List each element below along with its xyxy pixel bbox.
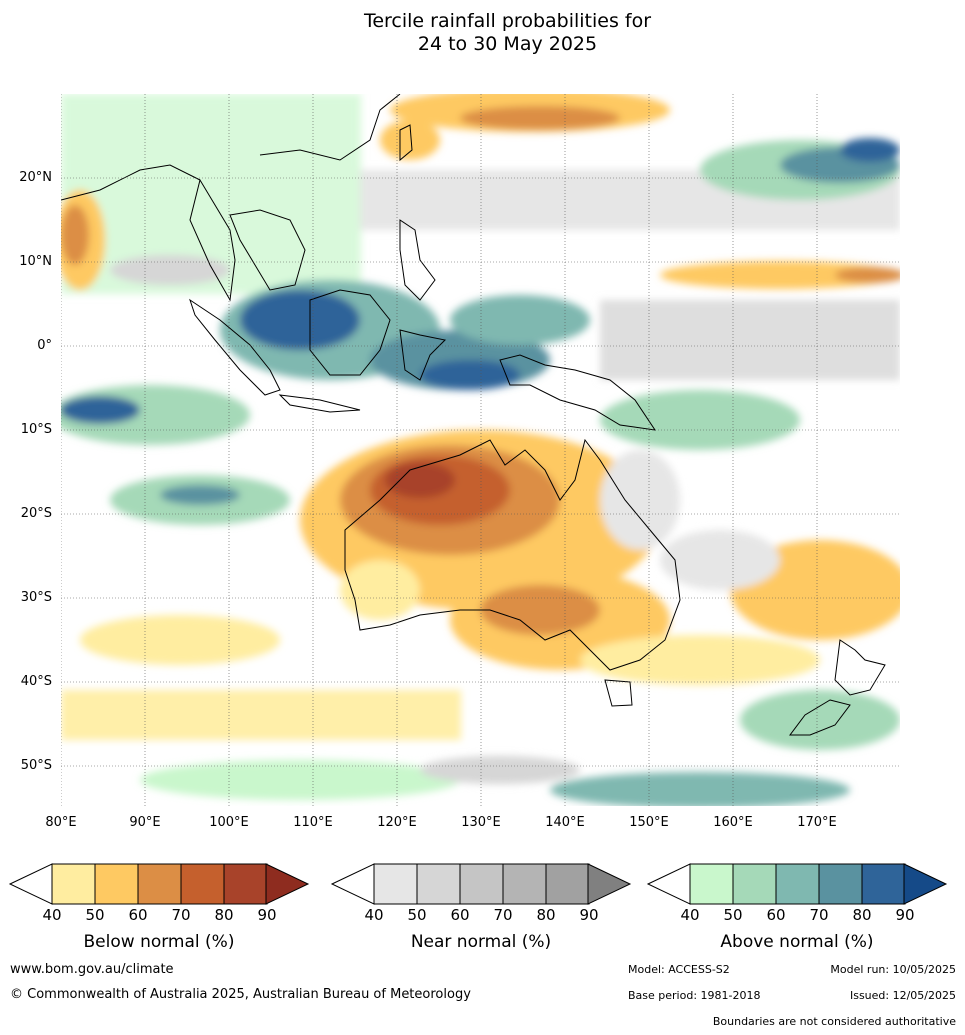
lon-label-150e: 150°E bbox=[629, 815, 669, 830]
lat-label-0: 0° bbox=[37, 338, 52, 353]
title-line-2: 24 to 30 May 2025 bbox=[417, 33, 598, 55]
lat-label-30s: 30°S bbox=[20, 590, 52, 605]
rainfall-probability-map bbox=[61, 94, 900, 806]
probability-field bbox=[61, 94, 900, 806]
lon-label-80e: 80°E bbox=[45, 815, 77, 830]
lon-label-120e: 120°E bbox=[377, 815, 417, 830]
above-normal-title: Above normal (%) bbox=[720, 932, 874, 952]
colorbar-above-tick-label: 80 bbox=[852, 906, 872, 924]
gridlines bbox=[61, 94, 900, 806]
below-normal-title: Below normal (%) bbox=[83, 932, 235, 952]
colorbar-above-tick-label: 40 bbox=[680, 906, 700, 924]
sulawesi-coastline bbox=[399, 329, 447, 381]
colorbar-above-lower-extension bbox=[646, 863, 691, 905]
website-link[interactable]: www.bom.gov.au/climate bbox=[10, 962, 174, 977]
sumatra-coastline bbox=[189, 298, 281, 396]
colorbar-near-swatch bbox=[545, 863, 590, 905]
australia-coastline bbox=[344, 438, 681, 671]
colorbar-near-tick-label: 80 bbox=[536, 906, 556, 924]
lat-label-40s: 40°S bbox=[20, 674, 52, 689]
lon-label-140e: 140°E bbox=[545, 815, 585, 830]
colorbar-below-normal bbox=[8, 863, 310, 905]
lat-label-20n: 20°N bbox=[19, 170, 52, 185]
colorbar-below-tick-label: 80 bbox=[214, 906, 234, 924]
colorbar-above-swatch bbox=[689, 863, 734, 905]
colorbar-below-swatch bbox=[94, 863, 139, 905]
java-coastline bbox=[278, 394, 361, 413]
model-text: Model: ACCESS-S2 bbox=[628, 963, 730, 976]
colorbar-above-tick-label: 70 bbox=[809, 906, 829, 924]
indochina-coastline bbox=[229, 209, 306, 291]
near-normal-title: Near normal (%) bbox=[410, 932, 552, 952]
map-title: Tercile rainfall probabilities for 24 to… bbox=[0, 10, 965, 56]
malay-peninsula-coastline bbox=[189, 178, 236, 302]
lat-label-20s: 20°S bbox=[20, 506, 52, 521]
colorbar-near-upper-extension bbox=[587, 863, 632, 905]
colorbar-near-normal bbox=[330, 863, 632, 905]
tasmania-coastline bbox=[604, 679, 633, 707]
lon-label-110e: 110°E bbox=[293, 815, 333, 830]
issued-text: Issued: 12/05/2025 bbox=[849, 989, 956, 1002]
coastlines bbox=[61, 94, 886, 736]
colorbar-near-tick-label: 50 bbox=[407, 906, 427, 924]
colorbar-near-tick-label: 90 bbox=[579, 906, 599, 924]
lon-label-170e: 170°E bbox=[797, 815, 837, 830]
colorbar-above-upper-extension bbox=[903, 863, 948, 905]
lon-label-160e: 160°E bbox=[713, 815, 753, 830]
philippines-coastline bbox=[399, 219, 436, 301]
colorbar-above-swatch bbox=[732, 863, 777, 905]
colorbar-below-tick-label: 60 bbox=[128, 906, 148, 924]
colorbar-near-lower-extension bbox=[330, 863, 375, 905]
colorbar-above-tick-label: 90 bbox=[895, 906, 915, 924]
colorbar-near-tick-label: 40 bbox=[364, 906, 384, 924]
colorbar-near-tick-label: 60 bbox=[450, 906, 470, 924]
colorbar-above-swatch bbox=[861, 863, 906, 905]
lat-label-10s: 10°S bbox=[20, 422, 52, 437]
colorbar-below-tick-label: 90 bbox=[257, 906, 277, 924]
colorbar-near-tick-label: 70 bbox=[493, 906, 513, 924]
colorbar-near-swatch bbox=[502, 863, 547, 905]
colorbar-below-swatch bbox=[180, 863, 225, 905]
lon-label-130e: 130°E bbox=[461, 815, 501, 830]
colorbar-near-swatch bbox=[373, 863, 418, 905]
colorbar-below-lower-extension bbox=[8, 863, 53, 905]
colorbar-below-swatch bbox=[223, 863, 268, 905]
colorbar-above-swatch bbox=[818, 863, 863, 905]
disclaimer-text: Boundaries are not considered authoritat… bbox=[712, 1015, 956, 1028]
china-coastline bbox=[259, 94, 401, 161]
colorbar-above-tick-label: 50 bbox=[723, 906, 743, 924]
colorbar-above-swatch bbox=[775, 863, 820, 905]
model-run-text: Model run: 10/05/2025 bbox=[830, 963, 956, 976]
colorbar-below-tick-label: 50 bbox=[85, 906, 105, 924]
colorbar-below-swatch bbox=[137, 863, 182, 905]
lon-label-90e: 90°E bbox=[129, 815, 161, 830]
lon-label-100e: 100°E bbox=[209, 815, 249, 830]
colorbar-below-upper-extension bbox=[265, 863, 310, 905]
lat-label-50s: 50°S bbox=[20, 758, 52, 773]
colorbar-near-swatch bbox=[459, 863, 504, 905]
borneo-coastline bbox=[309, 289, 391, 376]
taiwan-coastline bbox=[399, 124, 413, 162]
colorbar-below-tick-label: 70 bbox=[171, 906, 191, 924]
south-asia-coastline bbox=[61, 164, 201, 201]
colorbar-below-tick-label: 40 bbox=[42, 906, 62, 924]
title-line-1: Tercile rainfall probabilities for bbox=[363, 10, 652, 32]
new-zealand-north-coastline bbox=[834, 639, 886, 696]
colorbar-below-swatch bbox=[51, 863, 96, 905]
colorbar-above-tick-label: 60 bbox=[766, 906, 786, 924]
colorbar-near-swatch bbox=[416, 863, 461, 905]
colorbar-above-normal bbox=[646, 863, 948, 905]
lat-label-10n: 10°N bbox=[19, 254, 52, 269]
base-period-text: Base period: 1981-2018 bbox=[628, 989, 761, 1002]
new-zealand-south-coastline bbox=[789, 699, 851, 736]
copyright-text: © Commonwealth of Australia 2025, Austra… bbox=[10, 987, 471, 1002]
